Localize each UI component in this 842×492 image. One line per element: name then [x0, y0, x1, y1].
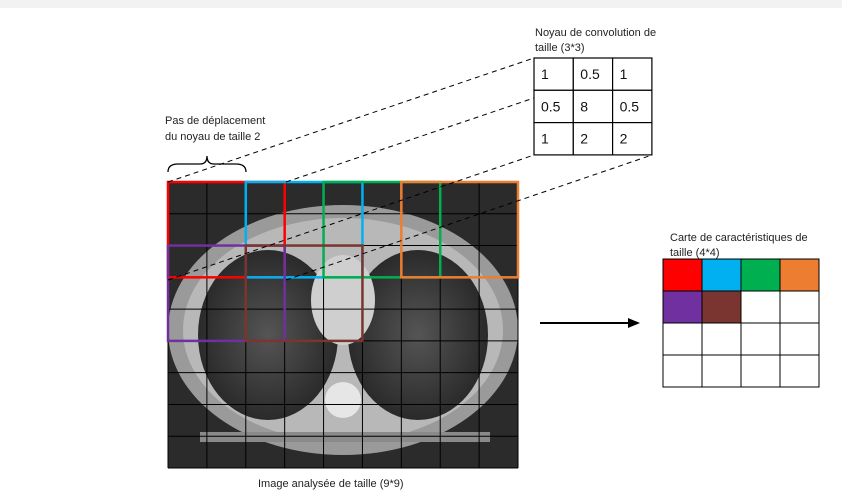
top-band [0, 0, 842, 8]
arrow-head [628, 318, 640, 328]
kernel-value: 1 [541, 131, 549, 147]
image-label: Image analysée de taille (9*9) [258, 478, 404, 490]
feature-cell [780, 291, 819, 323]
feature-cell [702, 323, 741, 355]
feature-cell [663, 323, 702, 355]
kernel-cell [573, 123, 612, 155]
feature-cell [663, 291, 702, 323]
ct-image [168, 182, 518, 468]
kernel-value: 2 [620, 131, 628, 147]
kernel-value: 2 [580, 131, 588, 147]
kernel-label: taille (3*3) [535, 42, 585, 54]
diagram: Pas de déplacement du noyau de taille 2 … [0, 0, 842, 492]
kernel-table: 1 0.5 1 0.5 8 0.5 1 2 2 [534, 58, 652, 155]
feature-cell [741, 291, 780, 323]
kernel-cell [534, 58, 573, 90]
kernel-value: 0.5 [620, 98, 640, 114]
stride-label: du noyau de taille 2 [165, 131, 260, 143]
feature-cell [780, 259, 819, 291]
feature-cell [741, 259, 780, 291]
feature-cell [702, 291, 741, 323]
feature-map [663, 259, 819, 387]
kernel-value: 8 [580, 98, 588, 114]
stride-brace [168, 156, 246, 172]
kernel-cell [534, 123, 573, 155]
kernel-value: 0.5 [541, 98, 561, 114]
kernel-cell [613, 123, 652, 155]
kernel-value: 1 [541, 66, 549, 82]
kernel-cell [613, 58, 652, 90]
feature-cell [663, 259, 702, 291]
feature-cell [663, 355, 702, 387]
feature-map-label: Carte de caractéristiques de [670, 232, 808, 244]
feature-cell [702, 355, 741, 387]
kernel-value: 1 [620, 66, 628, 82]
feature-cell [741, 323, 780, 355]
feature-cell [702, 259, 741, 291]
kernel-label: Noyau de convolution de [535, 27, 656, 39]
kernel-value: 0.5 [580, 66, 600, 82]
feature-cell [741, 355, 780, 387]
kernel-cell [573, 90, 612, 122]
feature-cell [780, 355, 819, 387]
feature-cell [780, 323, 819, 355]
stride-label: Pas de déplacement [165, 115, 265, 127]
feature-map-label: taille (4*4) [670, 247, 720, 259]
